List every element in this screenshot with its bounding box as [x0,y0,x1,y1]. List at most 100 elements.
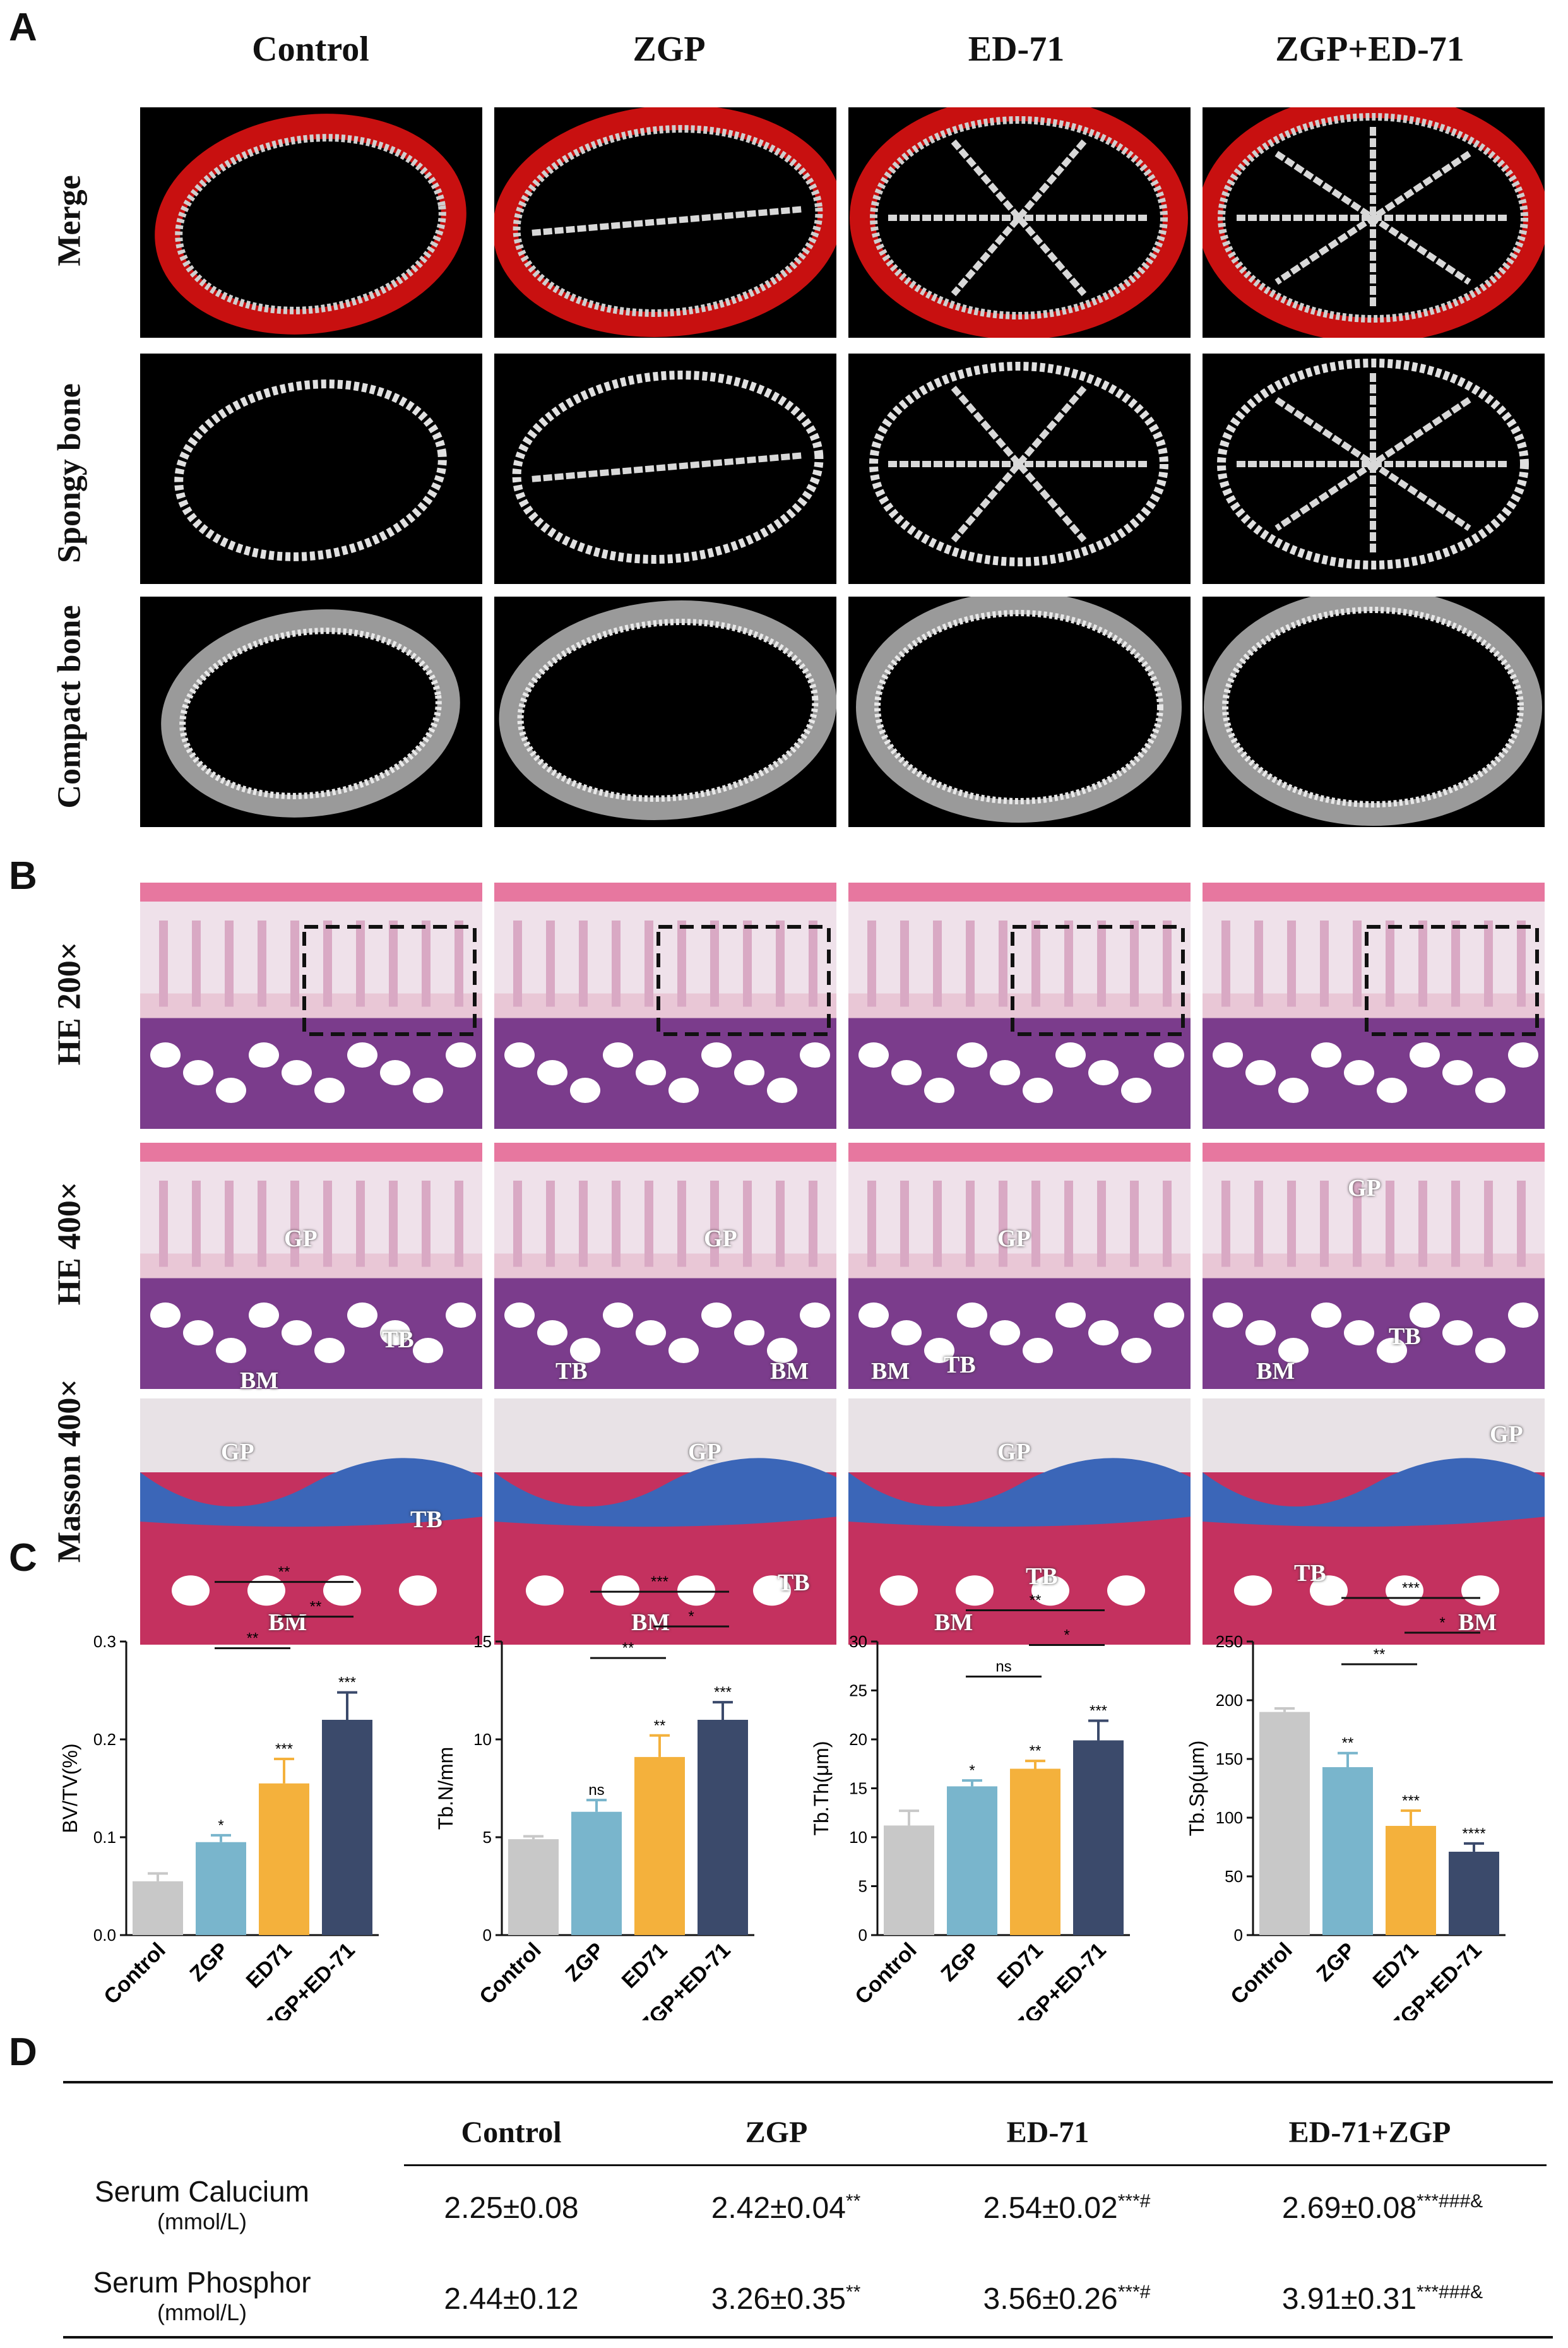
cell-value: 2.42±0.04 [711,2191,846,2225]
bracket-label: ns [995,1659,1011,1676]
x-tick-label: ED71 [993,1938,1048,1993]
y-tick-label: 20 [849,1730,867,1749]
y-tick-label: 10 [473,1730,492,1749]
y-tick-label: 0.0 [93,1926,116,1945]
bar [1322,1767,1373,1935]
significance-mark: ** [1342,1735,1354,1752]
x-tick-label: ED71 [1369,1938,1423,1993]
cell-significance: ***# [1117,2191,1151,2212]
bar [196,1842,246,1935]
bracket-label: ** [278,1564,290,1581]
x-tick-label: Control [1226,1938,1297,2009]
microct-compact-control [140,597,482,827]
tissue-label-tb: TB [778,1570,810,1596]
y-tick-label: 15 [849,1779,867,1798]
significance-mark: * [969,1762,975,1779]
significance-mark: *** [338,1674,356,1691]
bar [947,1786,997,1935]
x-tick-label: ED71 [242,1938,297,1993]
y-tick-label: 10 [849,1828,867,1847]
histology-he200-zgp [494,883,836,1129]
significance-mark: *** [1402,1792,1420,1809]
microct-merge-zgp-ed71 [1203,107,1545,338]
x-tick-label: ZGP [185,1938,233,1986]
x-tick-label: ED71 [617,1938,672,1993]
cell-significance: ** [845,2282,861,2303]
table-header-rule [404,2164,1547,2166]
row-label-he400: HE 400× [51,1181,88,1306]
bracket-label: ** [622,1640,634,1657]
y-tick-label: 0.1 [93,1828,116,1847]
y-tick-label: 0 [858,1926,867,1945]
bar [1259,1712,1310,1935]
tissue-label-bm: BM [240,1368,279,1394]
row-label-he200: HE 200× [51,941,88,1066]
bar-chart-1: 0.0 0.1 0.2 0.3 BV/TV(%) Control * ZGP *** ED71 **… [59,1564,379,2020]
y-tick-label: 15 [473,1632,492,1651]
microct-merge-control [140,107,482,338]
tissue-label-bm: BM [1256,1358,1295,1385]
significance-mark: * [218,1817,223,1834]
bar [884,1825,934,1935]
bracket-label: *** [1402,1580,1420,1597]
tissue-label-tb: TB [1389,1323,1421,1350]
tissue-label-bm: BM [934,1609,973,1636]
microct-spongy-control [140,354,482,584]
cell-value: 2.69±0.08 [1281,2191,1417,2225]
tissue-label-gp: GP [997,1439,1031,1465]
significance-mark: ** [654,1717,666,1734]
table-header-control: Control [461,2116,562,2149]
bar-chart-2: 051015Tb.N/mmControlnsZGP**ED71***ZGP+ED… [434,1573,754,2020]
histology-masson400-zgp [494,1398,836,1645]
x-tick-label: Control [475,1938,545,2009]
table-cell: 2.42±0.04** [682,2191,890,2226]
table-top-rule [63,2081,1553,2083]
bar [634,1756,685,1935]
y-tick-label: 150 [1216,1749,1243,1768]
tissue-label-tb: TB [555,1358,588,1385]
tissue-label-bm: BM [268,1609,307,1636]
microct-merge-zgp [494,107,836,338]
histology-masson400-ed71 [848,1398,1191,1645]
cell-value: 2.44±0.12 [444,2282,579,2316]
bracket-label: ** [1030,1592,1042,1609]
panel-label-b: B [9,854,37,898]
y-axis-label: Tb.N/mm [434,1747,457,1830]
y-tick-label: 5 [858,1877,867,1896]
y-axis-label: Tb.Sp(μm) [1185,1741,1208,1837]
bracket-label: * [1064,1627,1069,1644]
y-tick-label: 5 [483,1828,492,1847]
significance-mark: *** [714,1684,732,1701]
table-cell: 2.54±0.02***# [947,2191,1187,2226]
table-cell: 3.26±0.35** [682,2282,890,2316]
histology-he400-zgp-ed71 [1203,1143,1545,1389]
x-tick-label: ZGP [561,1938,609,1986]
tissue-label-tb: TB [382,1326,414,1353]
cell-significance: ***###& [1417,2191,1483,2212]
bracket-label: * [688,1608,694,1625]
y-tick-label: 0 [483,1926,492,1945]
col-header-control: Control [252,30,369,69]
table-cell: 2.25±0.08 [410,2191,612,2226]
bar-chart-4: 050100150200250Tb.Sp(μm)Control**ZGP***E… [1185,1580,1506,2020]
bar [259,1783,309,1935]
cell-value: 3.91±0.31 [1281,2282,1417,2316]
x-tick-label: ZGP [1312,1938,1360,1986]
cell-value: 3.56±0.26 [983,2282,1118,2316]
row-unit: (mmol/L) [157,2299,247,2325]
microct-compact-zgp-ed71 [1203,597,1545,827]
bar [1073,1740,1124,1935]
col-header-zgp-ed71: ZGP+ED-71 [1275,30,1464,69]
y-tick-label: 0.2 [93,1730,116,1749]
significance-mark: ** [1030,1743,1042,1760]
bar [1449,1851,1499,1935]
tissue-label-bm: BM [871,1358,910,1385]
y-tick-label: 30 [849,1632,867,1651]
tissue-label-gp: GP [997,1225,1031,1252]
table-bottom-rule [63,2336,1553,2339]
microct-spongy-zgp-ed71 [1203,354,1545,584]
bracket-label: ** [1374,1646,1386,1663]
bar [698,1720,748,1935]
histology-he400-ed71 [848,1143,1191,1389]
cell-value: 3.26±0.35 [711,2282,846,2316]
